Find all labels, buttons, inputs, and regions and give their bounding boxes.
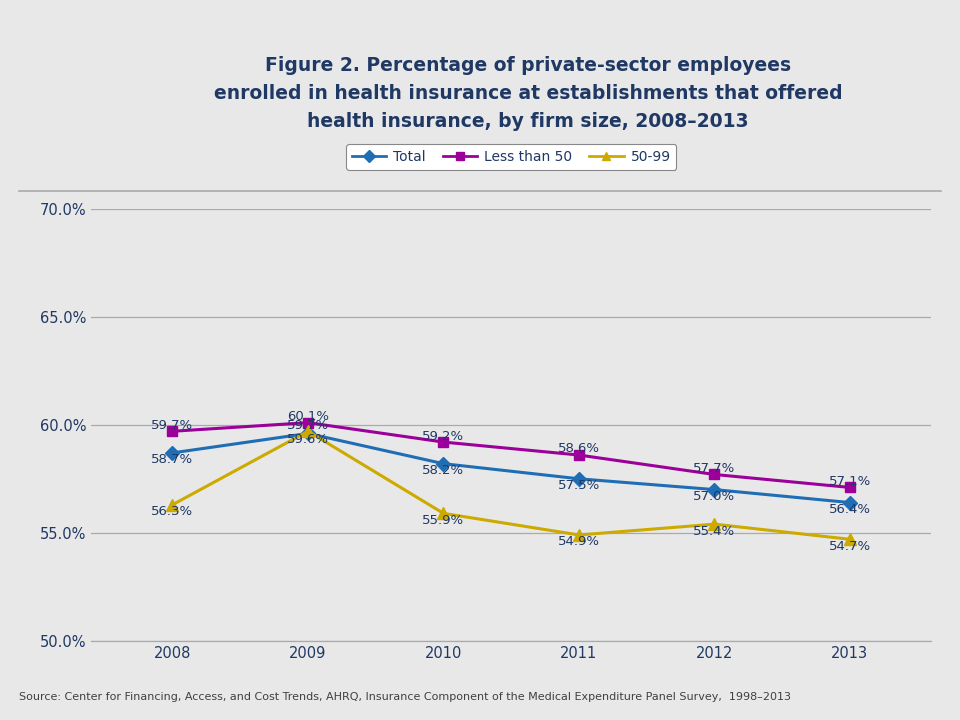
50-99: [573, 531, 585, 539]
Text: 55.9%: 55.9%: [422, 514, 465, 527]
Text: 56.3%: 56.3%: [152, 505, 194, 518]
Text: 54.9%: 54.9%: [558, 536, 600, 549]
50-99: [844, 535, 855, 544]
Text: 57.5%: 57.5%: [558, 479, 600, 492]
Line: Total: Total: [168, 428, 854, 508]
Line: 50-99: 50-99: [167, 426, 855, 545]
Less than 50: [573, 451, 585, 459]
Less than 50: [302, 418, 314, 427]
Less than 50: [167, 427, 179, 436]
Text: Figure 2. Percentage of private-sector employees
enrolled in health insurance at: Figure 2. Percentage of private-sector e…: [214, 56, 842, 131]
50-99: [708, 520, 720, 528]
Text: 59.7%: 59.7%: [287, 419, 329, 432]
Total: [167, 449, 179, 457]
Text: 57.0%: 57.0%: [693, 490, 735, 503]
Legend: Total, Less than 50, 50-99: Total, Less than 50, 50-99: [346, 145, 677, 170]
Text: 58.6%: 58.6%: [558, 443, 600, 456]
Text: 57.7%: 57.7%: [693, 462, 735, 475]
Text: 59.7%: 59.7%: [152, 419, 194, 432]
Line: Less than 50: Less than 50: [168, 418, 854, 492]
50-99: [302, 427, 314, 436]
Total: [844, 498, 855, 507]
Text: 55.4%: 55.4%: [693, 525, 735, 538]
Text: 59.2%: 59.2%: [422, 430, 465, 443]
Less than 50: [844, 483, 855, 492]
Text: Source: Center for Financing, Access, and Cost Trends, AHRQ, Insurance Component: Source: Center for Financing, Access, an…: [19, 692, 791, 702]
Total: [302, 429, 314, 438]
Less than 50: [438, 438, 449, 446]
Total: [573, 474, 585, 483]
Text: 58.2%: 58.2%: [422, 464, 465, 477]
Text: 60.1%: 60.1%: [287, 410, 329, 423]
Less than 50: [708, 470, 720, 479]
50-99: [438, 509, 449, 518]
Text: 58.7%: 58.7%: [152, 453, 194, 466]
Text: 59.6%: 59.6%: [287, 433, 329, 446]
50-99: [167, 500, 179, 509]
Text: 56.4%: 56.4%: [828, 503, 871, 516]
Text: 57.1%: 57.1%: [828, 475, 871, 488]
Text: 54.7%: 54.7%: [828, 540, 871, 553]
Total: [708, 485, 720, 494]
Total: [438, 459, 449, 468]
